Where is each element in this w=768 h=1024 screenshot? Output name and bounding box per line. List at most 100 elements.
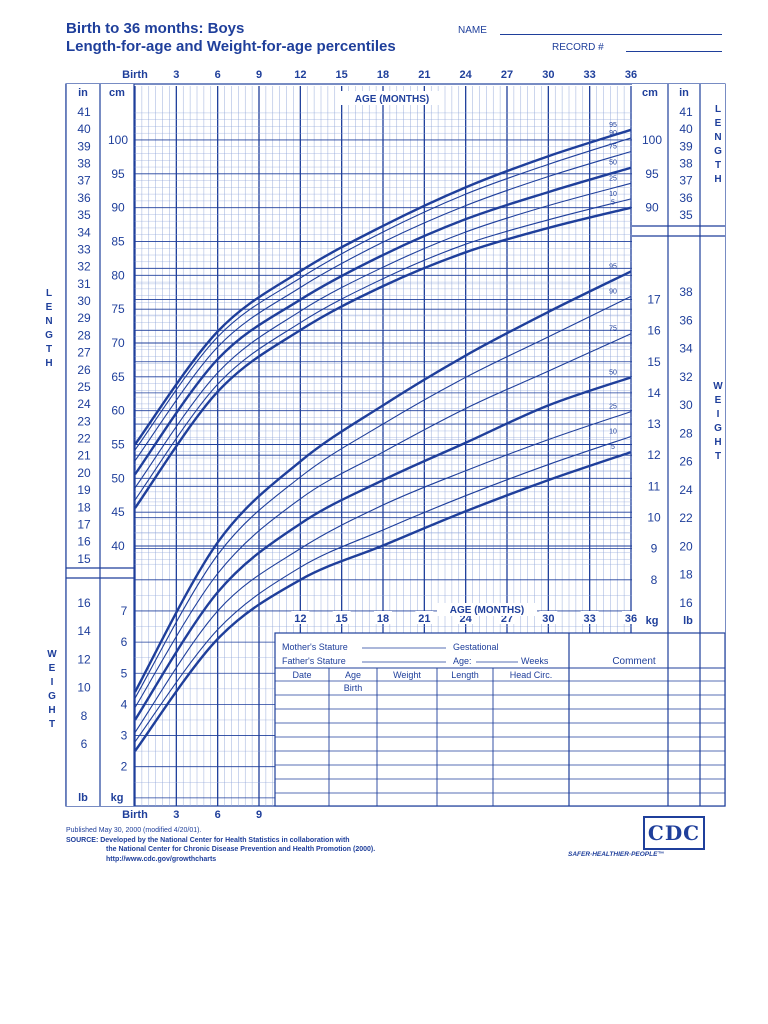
inch-tick-label: 19 [77, 483, 91, 497]
cm-tick-label: 55 [111, 437, 125, 451]
age-label-bg [622, 611, 640, 624]
tick-bg [72, 346, 96, 359]
inch-tick-label: 20 [77, 466, 91, 480]
tick-bg [72, 596, 96, 609]
tick-bg [104, 604, 131, 617]
right-weight-side-letter: G [714, 423, 722, 434]
lb-tick-label: 8 [81, 709, 88, 723]
right-kg-tick-label: 9 [651, 542, 658, 556]
record-field-line[interactable] [626, 51, 722, 52]
inch-tick-label: 23 [77, 414, 91, 428]
right-inch-tick-label: 35 [679, 208, 693, 222]
weight-curve-p50 [133, 376, 632, 721]
inch-tick-label: 31 [77, 277, 91, 291]
right-lb-tick-label: 18 [679, 568, 693, 582]
tick-bg [72, 432, 96, 445]
weight-curve-p75 [134, 333, 632, 708]
cm-tick-label: 45 [111, 505, 125, 519]
lb-tick-label: 16 [77, 596, 91, 610]
length-curve-p90 [134, 137, 632, 451]
record-label: RECORD # [552, 42, 604, 53]
top-age-tick-label: 27 [501, 69, 513, 81]
cm-tick-label: 85 [111, 234, 125, 248]
right-inch-tick-label: 41 [679, 105, 693, 119]
inch-tick-label: 25 [77, 380, 91, 394]
inch-tick-label: 15 [77, 552, 91, 566]
right-cm-tick-label: 90 [645, 201, 659, 215]
weight-curve-p95 [133, 270, 632, 693]
chart-title-line2: Length-for-age and Weight-for-age percen… [66, 38, 396, 55]
right-lb-tick-label: 36 [679, 313, 693, 327]
tick-bg [104, 133, 131, 146]
weight-curve-p10 [134, 435, 632, 743]
right-lb-tick-label: 22 [679, 511, 693, 525]
tick-bg [104, 698, 131, 711]
inch-tick-label: 39 [77, 139, 91, 153]
cm-tick-label: 90 [111, 201, 125, 215]
top-age-tick-label: 33 [584, 69, 596, 81]
right-kg-unit-label: kg [646, 615, 659, 627]
footer-notes: Published May 30, 2000 (modified 4/20/01… [66, 826, 375, 864]
tick-bg [72, 738, 96, 751]
tick-bg [72, 209, 96, 222]
tick-bg [104, 201, 131, 214]
weight-curve-p95-percentile-label: 95 [609, 263, 617, 270]
top-age-tick-label: 12 [294, 69, 306, 81]
name-field-line[interactable] [500, 34, 722, 35]
bottom-age-tick-label: 6 [215, 809, 221, 821]
top-age-tick-label: 3 [173, 69, 179, 81]
mothers-stature-label: Mother's Stature [282, 642, 348, 652]
inch-tick-label: 35 [77, 208, 91, 222]
tick-bg [104, 167, 131, 180]
weight-curve-p90 [134, 295, 632, 699]
table-column-header: Head Circ. [510, 670, 553, 680]
length-curve-p5 [134, 206, 632, 509]
weight-side-letter: H [48, 705, 55, 716]
inch-tick-label: 17 [77, 517, 91, 531]
inch-tick-label: 22 [77, 432, 91, 446]
tick-bg [72, 466, 96, 479]
length-curve-p50 [134, 166, 632, 475]
right-inch-unit-label: in [679, 87, 689, 99]
cm-unit-label: cm [109, 87, 125, 99]
table-column-header: Weight [393, 670, 421, 680]
bottom-age-tick-label: 9 [256, 809, 262, 821]
right-kg-tick-label: 15 [647, 355, 661, 369]
inch-unit-label: in [78, 87, 88, 99]
tick-bg [72, 484, 96, 497]
inch-tick-label: 16 [77, 535, 91, 549]
top-age-tick-label: 15 [336, 69, 348, 81]
growthcharts-link[interactable]: http://www.cdc.gov/growthcharts [106, 855, 217, 863]
lb-tick-label: 10 [77, 681, 91, 695]
lb-tick-label: 14 [77, 624, 91, 638]
weight-curve-p25 [134, 411, 632, 733]
top-age-tick-label: 9 [256, 69, 262, 81]
mid-age-tick-label: 21 [418, 613, 430, 625]
tick-bg [72, 191, 96, 204]
cm-tick-label: 40 [111, 539, 125, 553]
right-weight-side-letter: E [715, 395, 722, 406]
cm-tick-label: 65 [111, 370, 125, 384]
tick-bg [104, 540, 131, 552]
tick-bg [72, 535, 96, 548]
length-side-letter: T [46, 344, 52, 355]
kg-tick-label: 5 [121, 666, 128, 680]
inch-tick-label: 26 [77, 363, 91, 377]
mid-age-tick-label: 36 [625, 613, 637, 625]
tick-bg [72, 105, 96, 118]
weight-side-letter: E [49, 663, 56, 674]
length-curve-p25 [134, 182, 632, 489]
source-label: SOURCE: [66, 836, 99, 844]
inch-tick-label: 27 [77, 346, 91, 360]
right-lb-tick-label: 30 [679, 398, 693, 412]
length-side-letter: E [46, 302, 53, 313]
source-text-2: the National Center for Chronic Disease … [106, 846, 376, 853]
tick-bg [72, 174, 96, 187]
right-weight-side-letter: H [714, 437, 721, 448]
length-curve-p75 [134, 150, 632, 462]
mid-age-tick-label: 15 [336, 613, 348, 625]
right-length-side-letter: L [715, 104, 721, 115]
tick-bg [104, 506, 131, 519]
weeks-label: Weeks [521, 656, 549, 666]
